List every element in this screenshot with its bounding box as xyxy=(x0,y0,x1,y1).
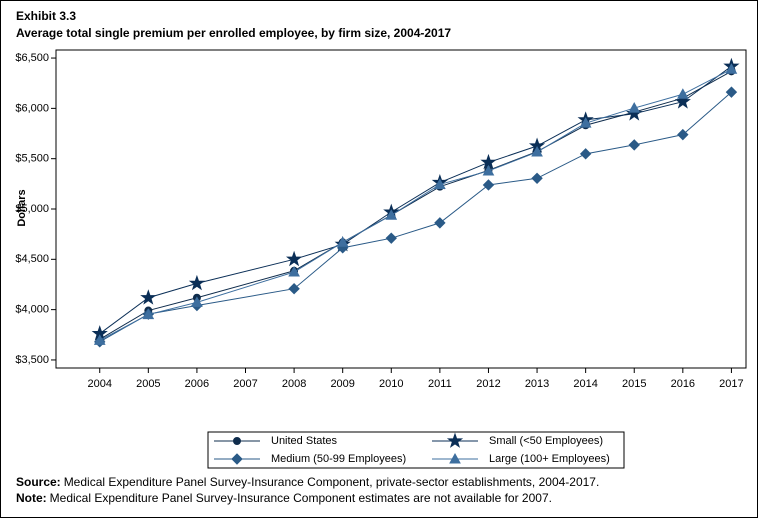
x-tick-label: 2007 xyxy=(233,378,257,390)
marker xyxy=(191,296,203,307)
legend-marker xyxy=(231,453,243,465)
note: Source: Medical Expenditure Panel Survey-… xyxy=(16,475,599,489)
marker xyxy=(674,93,691,109)
marker xyxy=(677,128,689,141)
legend-marker xyxy=(446,432,464,448)
x-tick-label: 2015 xyxy=(622,378,646,390)
legend-marker xyxy=(449,452,461,464)
marker xyxy=(531,146,543,157)
note-label: Source: xyxy=(16,475,61,489)
y-axis-label: Dollars xyxy=(16,189,28,226)
marker xyxy=(140,289,157,305)
legend xyxy=(207,431,625,469)
marker xyxy=(93,334,106,345)
marker xyxy=(579,148,592,160)
x-tick-label: 2012 xyxy=(476,378,500,390)
marker xyxy=(385,232,397,244)
legend-label: Small (<50 Employees) xyxy=(489,435,603,447)
marker xyxy=(579,117,592,128)
marker xyxy=(676,88,689,99)
marker xyxy=(288,265,300,277)
marker xyxy=(725,86,738,98)
y-tick-label: $4,500 xyxy=(15,253,49,265)
marker xyxy=(288,282,300,295)
marker xyxy=(188,274,206,291)
marker xyxy=(434,217,446,229)
chart-title: Exhibit 3.3 xyxy=(16,9,76,23)
y-tick-label: $5,500 xyxy=(15,153,49,165)
marker xyxy=(434,178,446,189)
legend-label: Large (100+ Employees) xyxy=(489,453,610,465)
marker xyxy=(482,164,495,176)
x-tick-label: 2004 xyxy=(87,378,111,390)
x-tick-label: 2008 xyxy=(282,378,306,390)
x-tick-label: 2006 xyxy=(185,378,209,390)
legend-label: United States xyxy=(271,435,338,447)
marker xyxy=(725,63,738,74)
x-tick-label: 2016 xyxy=(671,378,695,390)
marker xyxy=(336,236,349,247)
marker xyxy=(385,209,398,220)
marker xyxy=(285,250,303,267)
marker xyxy=(628,139,640,151)
marker xyxy=(531,172,543,185)
y-tick-label: $3,500 xyxy=(15,354,49,366)
note-label: Note: xyxy=(16,491,47,505)
x-tick-label: 2017 xyxy=(719,378,743,390)
y-tick-label: $4,000 xyxy=(15,304,49,316)
x-tick-label: 2009 xyxy=(330,378,354,390)
x-tick-label: 2005 xyxy=(136,378,160,390)
note-text: Medical Expenditure Panel Survey-Insuran… xyxy=(64,475,600,489)
legend-label: Medium (50-99 Employees) xyxy=(271,453,406,465)
y-tick-label: $6,000 xyxy=(15,102,49,114)
marker xyxy=(142,308,155,320)
legend-marker xyxy=(233,437,241,445)
note-text: Medical Expenditure Panel Survey-Insuran… xyxy=(50,491,552,505)
chart-subtitle: Average total single premium per enrolle… xyxy=(16,26,451,40)
x-tick-label: 2011 xyxy=(428,378,452,390)
x-tick-label: 2010 xyxy=(379,378,403,390)
y-tick-label: $6,500 xyxy=(15,52,49,64)
marker xyxy=(482,179,495,191)
y-tick-label: $5,000 xyxy=(15,203,49,215)
x-tick-label: 2014 xyxy=(573,378,597,390)
note: Note: Medical Expenditure Panel Survey-In… xyxy=(16,491,552,505)
marker xyxy=(628,102,641,113)
x-tick-label: 2013 xyxy=(525,378,549,390)
